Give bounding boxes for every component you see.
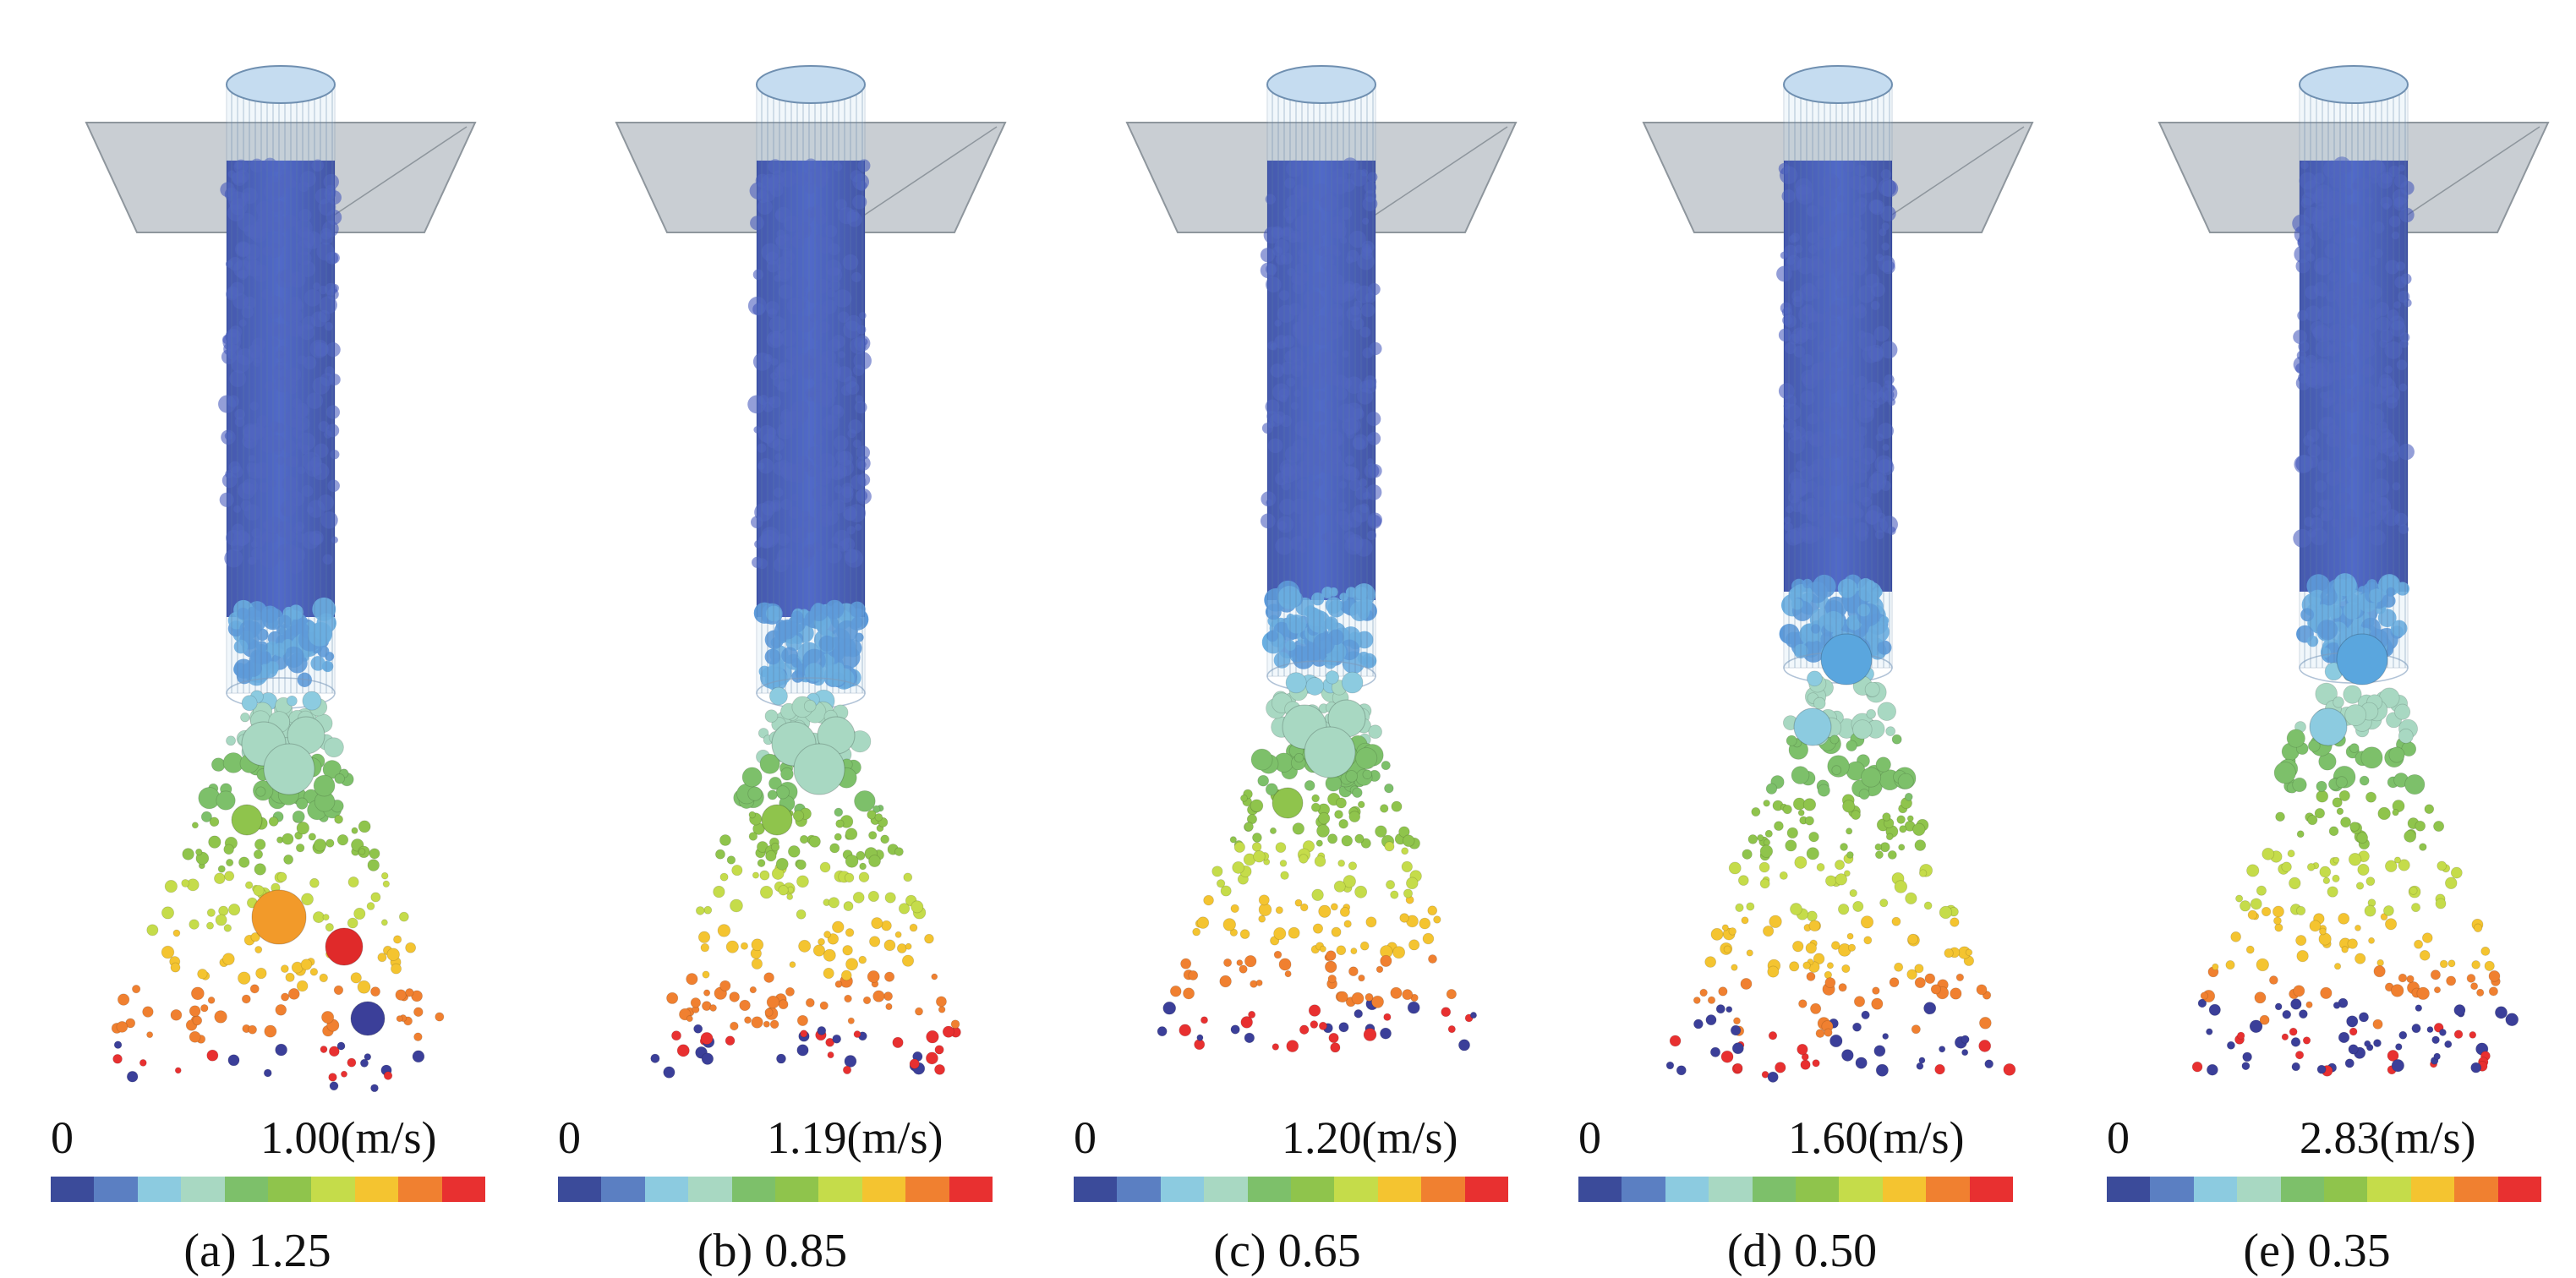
colorbar-swatch-3 <box>688 1177 732 1202</box>
colorbar-swatch-6 <box>818 1177 862 1202</box>
colorbar-swatch-9 <box>1969 1177 2014 1202</box>
colorbar-min-label: 0 <box>1074 1112 1097 1163</box>
colorbar-swatch-3 <box>2237 1177 2281 1202</box>
colorbar-swatch-7 <box>1377 1177 1422 1202</box>
panel-d: 0 1.60(m/s) (d) 0.50 <box>1545 0 2059 1277</box>
colorbar-swatch-6 <box>1839 1177 1883 1202</box>
velocity-colorbar <box>51 1177 486 1202</box>
panel-b: 0 1.19(m/s) (b) 0.85 <box>515 0 1030 1277</box>
colorbar-swatch-4 <box>1247 1177 1292 1202</box>
colorbar-swatch-4 <box>1752 1177 1797 1202</box>
colorbar-swatch-7 <box>354 1177 399 1202</box>
colorbar-swatch-0 <box>51 1177 95 1202</box>
colorbar-swatch-1 <box>1117 1177 1161 1202</box>
colorbar-min-label: 0 <box>558 1112 581 1163</box>
colorbar-swatch-8 <box>1421 1177 1465 1202</box>
colorbar-swatch-8 <box>398 1177 442 1202</box>
colorbar-max-label: 1.20(m/s) <box>1282 1112 1458 1163</box>
colorbar-swatch-3 <box>1709 1177 1753 1202</box>
colorbar-swatch-6 <box>2367 1177 2411 1202</box>
velocity-colorbar <box>1578 1177 2014 1202</box>
colorbar-max-label: 1.00(m/s) <box>260 1112 437 1163</box>
colorbar-swatch-5 <box>775 1177 819 1202</box>
colorbar-swatch-9 <box>949 1177 993 1202</box>
colorbar-swatch-3 <box>181 1177 225 1202</box>
colorbar-min-label: 0 <box>2107 1112 2130 1163</box>
colorbar-swatch-4 <box>224 1177 269 1202</box>
colorbar-swatch-9 <box>441 1177 486 1202</box>
colorbar-swatch-1 <box>94 1177 138 1202</box>
colorbar-swatch-7 <box>1882 1177 1927 1202</box>
cylinder-tube <box>226 84 336 694</box>
colorbar-swatch-5 <box>1796 1177 1840 1202</box>
colorbar-min-label: 0 <box>51 1112 74 1163</box>
colorbar-swatch-8 <box>1926 1177 1970 1202</box>
colorbar-max-label: 1.60(m/s) <box>1788 1112 1965 1163</box>
colorbar-swatch-5 <box>268 1177 312 1202</box>
colorbar-min-label: 0 <box>1578 1112 1601 1163</box>
colorbar-swatch-2 <box>1160 1177 1205 1202</box>
simulation-render-b <box>615 65 1007 1079</box>
panel-a: 0 1.00(m/s) (a) 1.25 <box>0 0 515 1277</box>
colorbar-swatch-7 <box>861 1177 906 1202</box>
cylinder-tube <box>2299 84 2409 669</box>
colorbar-swatch-4 <box>2280 1177 2325 1202</box>
velocity-colorbar <box>558 1177 993 1202</box>
panel-c: 0 1.20(m/s) (c) 0.65 <box>1030 0 1545 1277</box>
panel-caption: (a) 1.25 <box>183 1225 331 1277</box>
colorbar-swatch-1 <box>1622 1177 1665 1202</box>
simulation-render-e <box>2158 65 2550 1077</box>
colorbar-swatch-2 <box>2193 1177 2238 1202</box>
colorbar-max-label: 1.19(m/s) <box>767 1112 943 1163</box>
colorbar-swatch-1 <box>601 1177 645 1202</box>
cylinder-tube <box>1266 84 1376 677</box>
colorbar-swatch-8 <box>905 1177 949 1202</box>
colorbar-swatch-0 <box>1074 1177 1118 1202</box>
simulation-render-d <box>1642 65 2034 1083</box>
simulation-render-a <box>85 65 477 1093</box>
colorbar-swatch-0 <box>1578 1177 1622 1202</box>
colorbar-swatch-9 <box>2497 1177 2542 1202</box>
colorbar-swatch-6 <box>1334 1177 1378 1202</box>
colorbar-swatch-1 <box>2150 1177 2194 1202</box>
colorbar-swatch-2 <box>644 1177 689 1202</box>
colorbar-swatch-9 <box>1464 1177 1509 1202</box>
cylinder-tube <box>756 84 866 694</box>
colorbar-swatch-5 <box>1291 1177 1335 1202</box>
velocity-colorbar <box>1074 1177 1509 1202</box>
simulation-render-c <box>1125 65 1518 1053</box>
colorbar-swatch-0 <box>558 1177 602 1202</box>
panel-caption: (d) 0.50 <box>1726 1225 1878 1277</box>
colorbar-swatch-3 <box>1204 1177 1248 1202</box>
panel-e: 0 2.83(m/s) (e) 0.35 <box>2059 0 2574 1277</box>
colorbar-swatch-6 <box>311 1177 355 1202</box>
panel-caption: (c) 0.65 <box>1213 1225 1361 1277</box>
colorbar-swatch-4 <box>731 1177 776 1202</box>
colorbar-swatch-2 <box>1665 1177 1709 1202</box>
panel-caption: (b) 0.85 <box>697 1225 848 1277</box>
colorbar-max-label: 2.83(m/s) <box>2300 1112 2476 1163</box>
colorbar-swatch-7 <box>2410 1177 2455 1202</box>
colorbar-swatch-0 <box>2107 1177 2151 1202</box>
panel-caption: (e) 0.35 <box>2243 1225 2391 1277</box>
velocity-colorbar <box>2107 1177 2542 1202</box>
colorbar-swatch-8 <box>2454 1177 2498 1202</box>
cylinder-tube <box>1783 84 1893 669</box>
colorbar-swatch-2 <box>137 1177 182 1202</box>
colorbar-swatch-5 <box>2324 1177 2368 1202</box>
